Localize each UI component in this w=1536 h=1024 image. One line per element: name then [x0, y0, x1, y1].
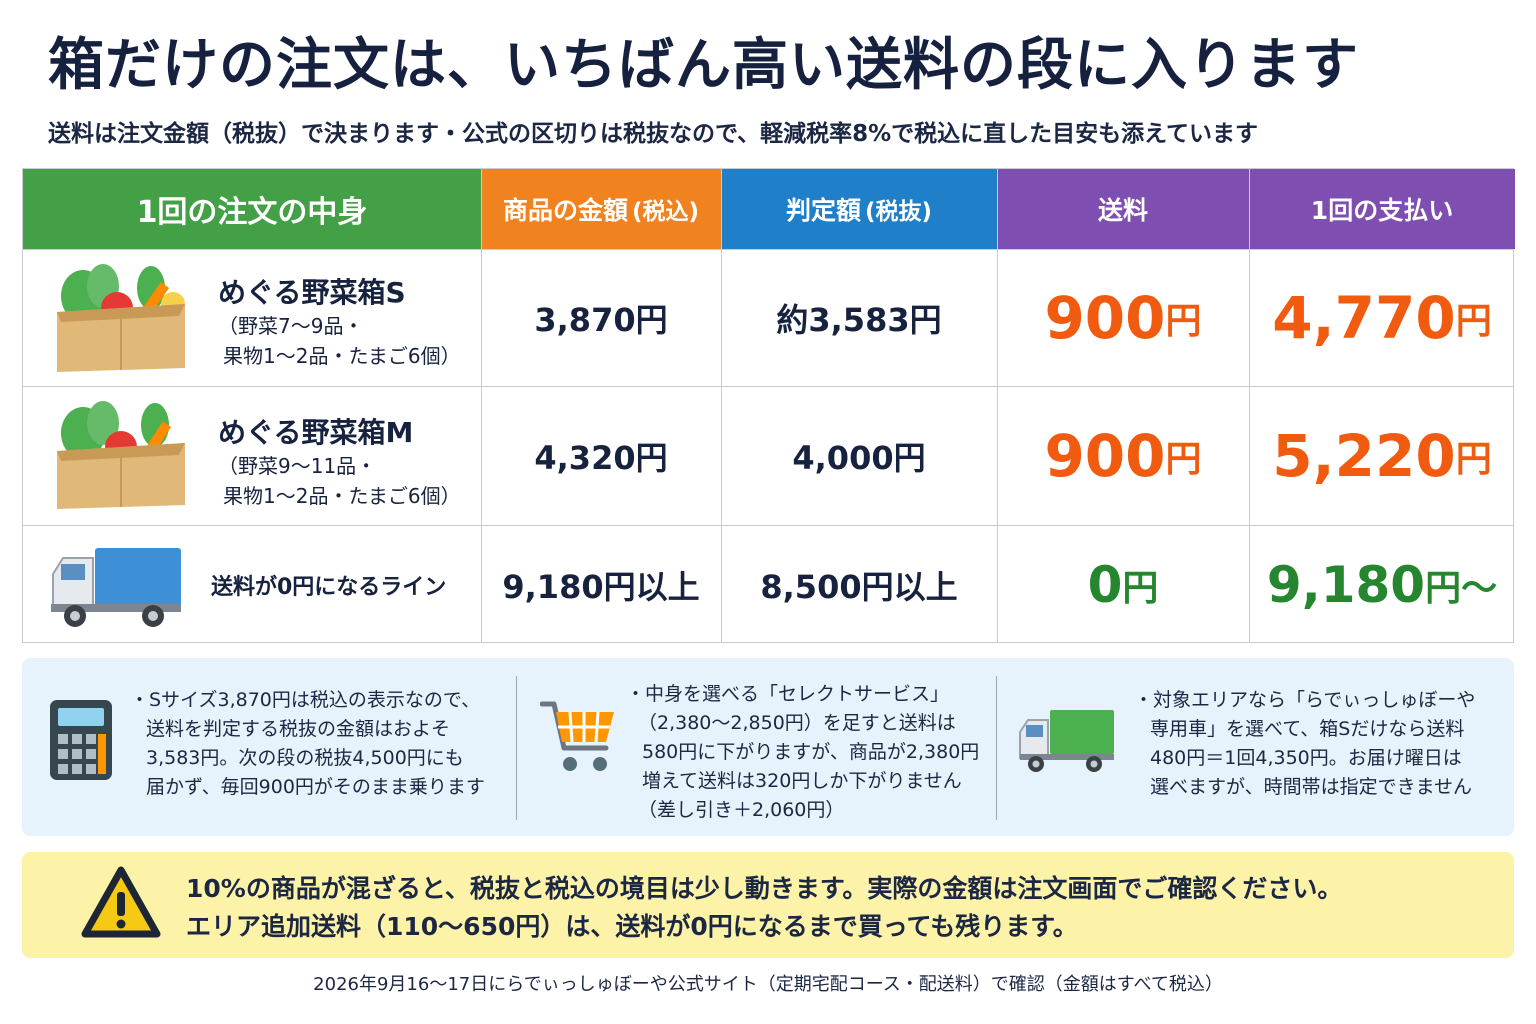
vegetable-box-icon: [57, 264, 185, 372]
warning-icon: [81, 866, 161, 938]
source-footnote: 2026年9月16〜17日にらでぃっしゅぼーや公式サイト（定期宅配コース・配送料…: [313, 974, 1223, 995]
vegetable-box-icon: [57, 401, 185, 509]
warning-panel: 10%の商品が混ざると、税抜と税込の境目は少し動きます。実際の金額は注文画面でご…: [22, 852, 1514, 958]
item-name: めぐる野菜箱M: [218, 416, 414, 449]
payment-cell: 4,770 円: [1272, 283, 1492, 352]
header-judge: 判定額 (税抜): [721, 169, 997, 249]
notes-panel: ・Sサイズ3,870円は税込の表示なので、 送料を判定する税抜の金額はおよそ 3…: [22, 658, 1514, 836]
header-payment: 1回の支払い: [1249, 169, 1515, 249]
truck-icon: [1019, 710, 1114, 772]
note-text: ・対象エリアなら「らでぃっしゅぼーや 専用車」を選べて、箱Sだけなら送料 480…: [1134, 689, 1476, 798]
item-desc-line1: （野菜9〜11品・: [218, 454, 377, 478]
item-desc-line2: 果物1〜2品・たまご6個）: [223, 484, 461, 508]
price-cell: 4,320円: [534, 438, 668, 477]
judge-cell: 約3,583円: [776, 300, 942, 339]
item-desc-line2: 果物1〜2品・たまご6個）: [223, 344, 461, 368]
page-subtitle: 送料は注文金額（税抜）で決まります・公式の区切りは税抜なので、軽減税率8%で税込…: [48, 121, 1258, 147]
price-cell: 3,870円: [534, 300, 668, 339]
payment-cell: 5,220 円: [1272, 421, 1492, 490]
warning-text: 10%の商品が混ざると、税抜と税込の境目は少し動きます。実際の金額は注文画面でご…: [186, 874, 1343, 941]
price-cell: 9,180円以上: [502, 567, 700, 606]
truck-icon: [51, 548, 181, 627]
shipping-table: 1回の注文の中身 商品の金額 (税込) 判定額 (税抜) 送料 1回の支払い めぐる…: [22, 168, 1515, 643]
shipping-cell: 900 円: [1044, 283, 1202, 352]
page-title: 箱だけの注文は、いちばん高い送料の段に入ります: [48, 33, 1359, 98]
header-contents: 1回の注文の中身: [23, 169, 481, 249]
note-text: ・中身を選べる「セレクトサービス」 （2,380〜2,850円）を足すと送料は …: [626, 683, 980, 821]
shipping-cell: 900 円: [1044, 421, 1202, 490]
judge-cell: 8,500円以上: [760, 567, 958, 606]
free-shipping-label: 送料が0円になるライン: [211, 575, 447, 600]
item-desc-line1: （野菜7〜9品・: [218, 314, 364, 338]
shopping-cart-icon: [540, 701, 614, 771]
judge-cell: 4,000円: [792, 438, 926, 477]
header-shipping: 送料: [997, 169, 1249, 249]
calculator-icon: [50, 700, 112, 780]
item-name: めぐる野菜箱S: [218, 276, 406, 309]
header-price: 商品の金額 (税込): [481, 169, 721, 249]
payment-cell: 9,180 円〜: [1266, 555, 1498, 614]
note-text: ・Sサイズ3,870円は税込の表示なので、 送料を判定する税抜の金額はおよそ 3…: [130, 689, 485, 798]
